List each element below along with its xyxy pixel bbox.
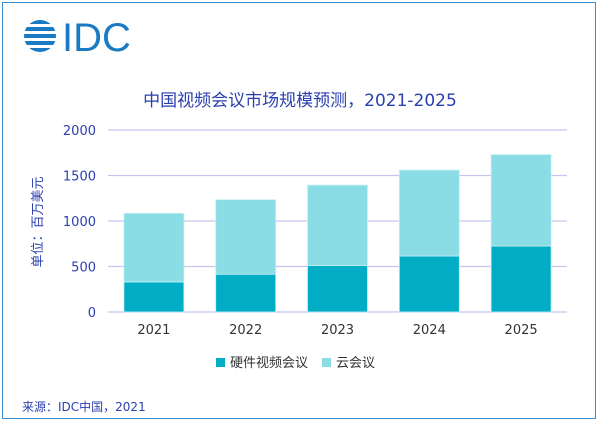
y-tick-label: 1000 xyxy=(63,215,96,230)
y-axis-label: 单位：百万美元 xyxy=(31,176,46,267)
legend-swatch xyxy=(216,358,225,367)
legend-swatch xyxy=(322,358,331,367)
chart-title: 中国视频会议市场规模预测，2021-2025 xyxy=(143,91,457,111)
y-tick-label: 0 xyxy=(88,306,96,321)
bar-cloud-2022 xyxy=(215,199,277,275)
bar-cloud-2024 xyxy=(398,169,460,257)
y-tick-label: 500 xyxy=(71,261,96,276)
bar-hardware-2024 xyxy=(398,255,460,313)
source-note: 来源：IDC中国，2021 xyxy=(22,400,146,414)
bar-cloud-2025 xyxy=(490,154,552,247)
idc-logo: IDC xyxy=(24,16,154,62)
y-tick-label: 1500 xyxy=(63,170,96,185)
x-tick-label: 2022 xyxy=(229,323,262,338)
bar-hardware-2022 xyxy=(215,273,277,313)
bar-cloud-2023 xyxy=(307,184,368,266)
x-tick-label: 2023 xyxy=(321,323,354,338)
legend-label: 硬件视频会议 xyxy=(230,356,308,371)
bar-cloud-2021 xyxy=(123,212,185,283)
x-tick-label: 2021 xyxy=(137,323,170,338)
x-tick-label: 2025 xyxy=(505,323,538,338)
y-tick-label: 2000 xyxy=(63,124,96,139)
bar-hardware-2021 xyxy=(123,281,185,313)
x-tick-label: 2024 xyxy=(413,323,446,338)
bar-hardware-2025 xyxy=(490,245,552,313)
bar-hardware-2023 xyxy=(307,265,368,313)
legend-label: 云会议 xyxy=(336,356,375,371)
chart-frame xyxy=(2,2,596,419)
globe-icon xyxy=(24,20,56,52)
logo-text: IDC xyxy=(62,18,131,58)
